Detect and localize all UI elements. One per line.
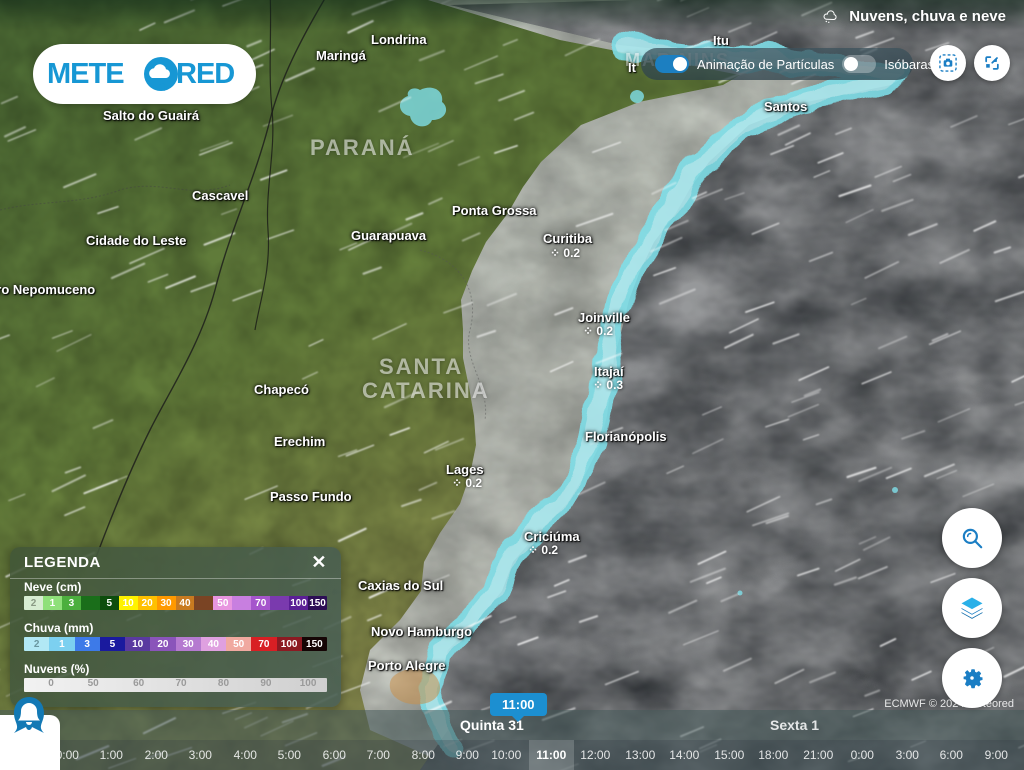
svg-text:RED: RED bbox=[176, 58, 234, 90]
svg-text:METE: METE bbox=[47, 58, 124, 90]
